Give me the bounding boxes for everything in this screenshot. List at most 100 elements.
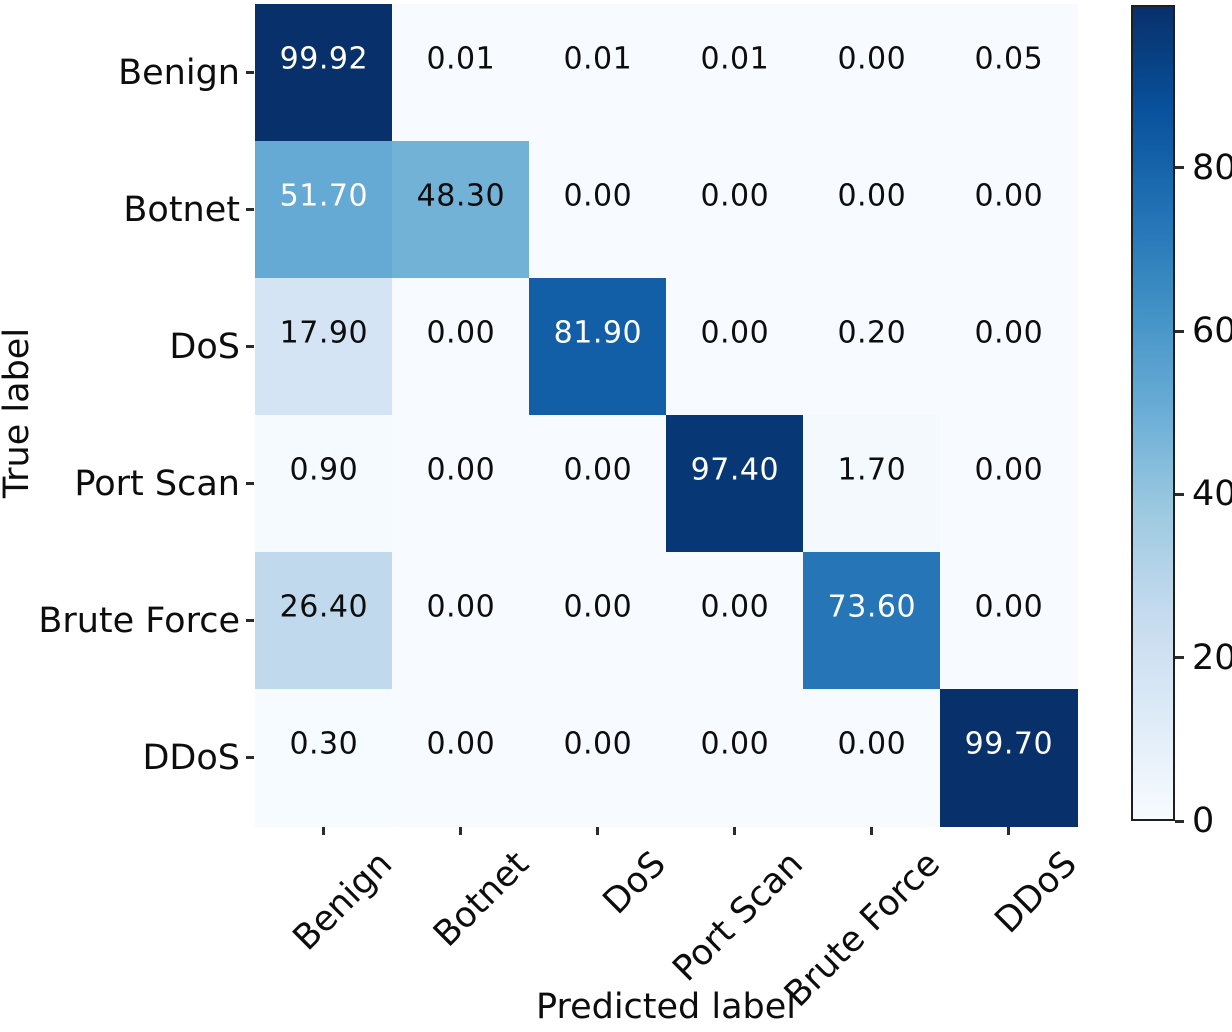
cell-botnet-brute-force: 0.00: [803, 141, 941, 279]
cell-botnet-ddos: 0.00: [940, 141, 1078, 279]
x-tick-mark-brute-force: [870, 827, 873, 835]
cell-value: 81.90: [553, 315, 643, 351]
cell-value: 99.70: [964, 726, 1054, 762]
x-tick-mark-port-scan: [733, 827, 736, 835]
y-tick-mark-benign: [246, 71, 254, 74]
cell-value: 0.00: [700, 178, 770, 214]
cell-value: 0.00: [426, 589, 496, 625]
colorbar-tick-mark-20: [1175, 656, 1184, 660]
cell-brute-force-dos: 0.00: [529, 552, 667, 690]
colorbar-tick-label-80: 80: [1192, 147, 1232, 188]
colorbar: [1131, 5, 1175, 821]
cell-benign-ddos: 0.05: [940, 4, 1078, 142]
x-tick-label-port-scan: Port Scan: [665, 844, 811, 990]
cell-value: 0.00: [974, 452, 1044, 488]
cell-brute-force-botnet: 0.00: [392, 552, 530, 690]
cell-dos-benign: 17.90: [255, 278, 393, 416]
cell-brute-force-ddos: 0.00: [940, 552, 1078, 690]
cell-brute-force-port-scan: 0.00: [666, 552, 804, 690]
y-tick-label-ddos: DDoS: [142, 737, 240, 778]
colorbar-tick-mark-0: [1175, 819, 1184, 823]
cell-botnet-benign: 51.70: [255, 141, 393, 279]
cell-dos-brute-force: 0.20: [803, 278, 941, 416]
cell-botnet-dos: 0.00: [529, 141, 667, 279]
cell-value: 0.00: [563, 452, 633, 488]
cell-value: 0.01: [563, 41, 633, 77]
cell-value: 0.01: [426, 41, 496, 77]
cell-value: 0.00: [974, 589, 1044, 625]
y-axis-title: True label: [0, 327, 37, 499]
x-tick-mark-botnet: [459, 827, 462, 835]
x-axis-title: Predicted label: [535, 987, 797, 1027]
y-tick-mark-botnet: [246, 208, 254, 211]
cell-value: 0.00: [974, 178, 1044, 214]
x-tick-label-ddos: DDoS: [987, 844, 1085, 942]
cell-botnet-port-scan: 0.00: [666, 141, 804, 279]
cell-value: 0.00: [837, 726, 907, 762]
x-tick-label-dos: DoS: [595, 844, 674, 923]
cell-value: 0.00: [700, 726, 770, 762]
cell-benign-brute-force: 0.00: [803, 4, 941, 142]
cell-value: 17.90: [279, 315, 369, 351]
cell-port-scan-dos: 0.00: [529, 415, 667, 553]
cell-value: 0.00: [837, 178, 907, 214]
x-tick-mark-dos: [596, 827, 599, 835]
cell-ddos-ddos: 99.70: [940, 689, 1078, 827]
cell-value: 26.40: [279, 589, 369, 625]
cell-value: 0.00: [426, 726, 496, 762]
cell-value: 0.00: [563, 589, 633, 625]
cell-port-scan-ddos: 0.00: [940, 415, 1078, 553]
cell-value: 1.70: [837, 452, 907, 488]
cell-value: 73.60: [827, 589, 917, 625]
colorbar-tick-label-20: 20: [1192, 637, 1232, 678]
x-tick-label-benign: Benign: [285, 844, 400, 959]
cell-value: 48.30: [416, 178, 506, 214]
y-tick-mark-ddos: [246, 756, 254, 759]
colorbar-tick-mark-60: [1175, 329, 1184, 333]
cell-value: 0.20: [837, 315, 907, 351]
x-tick-label-botnet: Botnet: [426, 844, 537, 955]
cell-dos-ddos: 0.00: [940, 278, 1078, 416]
cell-benign-port-scan: 0.01: [666, 4, 804, 142]
x-tick-mark-ddos: [1007, 827, 1010, 835]
cell-value: 0.90: [289, 452, 359, 488]
cell-brute-force-brute-force: 73.60: [803, 552, 941, 690]
cell-dos-botnet: 0.00: [392, 278, 530, 416]
cell-port-scan-brute-force: 1.70: [803, 415, 941, 553]
cell-brute-force-benign: 26.40: [255, 552, 393, 690]
y-tick-label-brute-force: Brute Force: [38, 600, 240, 641]
cell-port-scan-benign: 0.90: [255, 415, 393, 553]
cell-port-scan-port-scan: 97.40: [666, 415, 804, 553]
cell-port-scan-botnet: 0.00: [392, 415, 530, 553]
cell-benign-botnet: 0.01: [392, 4, 530, 142]
y-tick-mark-brute-force: [246, 619, 254, 622]
cell-benign-dos: 0.01: [529, 4, 667, 142]
cell-botnet-botnet: 48.30: [392, 141, 530, 279]
y-tick-label-port-scan: Port Scan: [74, 463, 240, 504]
y-tick-mark-dos: [246, 345, 254, 348]
y-tick-mark-port-scan: [246, 482, 254, 485]
cell-value: 51.70: [279, 178, 369, 214]
cell-value: 0.00: [426, 315, 496, 351]
y-tick-label-botnet: Botnet: [123, 189, 240, 230]
x-tick-mark-benign: [322, 827, 325, 835]
cell-value: 0.00: [700, 315, 770, 351]
cell-value: 0.00: [974, 315, 1044, 351]
cell-value: 0.30: [289, 726, 359, 762]
y-tick-label-benign: Benign: [118, 52, 240, 93]
colorbar-tick-label-60: 60: [1192, 311, 1232, 351]
cell-value: 0.00: [563, 178, 633, 214]
colorbar-tick-mark-80: [1175, 166, 1184, 170]
cell-value: 0.00: [837, 41, 907, 77]
cell-value: 99.92: [279, 41, 369, 77]
cell-value: 0.00: [563, 726, 633, 762]
y-tick-label-dos: DoS: [169, 326, 240, 367]
colorbar-tick-label-0: 0: [1192, 801, 1215, 841]
cell-ddos-brute-force: 0.00: [803, 689, 941, 827]
cell-value: 97.40: [690, 452, 780, 488]
cell-ddos-benign: 0.30: [255, 689, 393, 827]
colorbar-tick-label-40: 40: [1192, 474, 1232, 515]
cell-ddos-botnet: 0.00: [392, 689, 530, 827]
cell-dos-dos: 81.90: [529, 278, 667, 416]
